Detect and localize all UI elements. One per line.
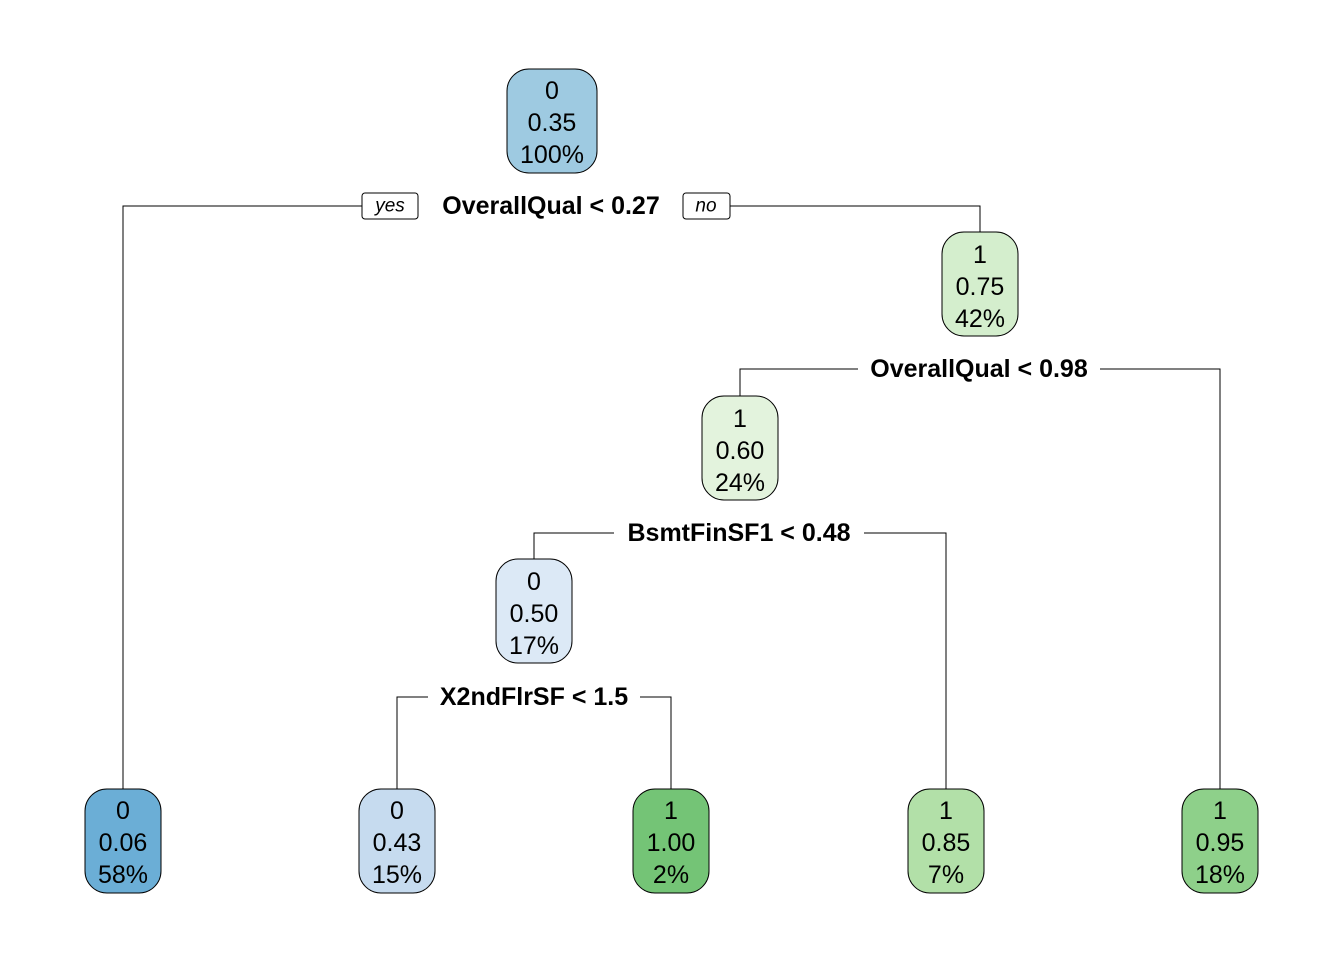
node-class: 1: [733, 405, 747, 433]
node-class: 0: [527, 568, 541, 596]
tree-node-leaf-015: 0 0.43 15%: [358, 788, 436, 894]
node-prob: 0.06: [99, 829, 148, 857]
node-class: 1: [973, 241, 987, 269]
node-pct: 24%: [715, 469, 765, 497]
node-pct: 42%: [955, 305, 1005, 333]
split-label-overallqual-098: OverallQual < 0.98: [870, 355, 1088, 383]
node-prob: 0.85: [922, 829, 971, 857]
svg-text:no: no: [695, 196, 716, 217]
node-pct: 58%: [98, 861, 148, 889]
node-pct: 15%: [372, 861, 422, 889]
tree-node-leaf-002: 1 1.00 2%: [632, 788, 710, 894]
no-label-box: no: [682, 192, 731, 220]
edge-n3-left: [739, 368, 858, 396]
node-pct: 18%: [1195, 861, 1245, 889]
tree-node-024: 1 0.60 24%: [701, 395, 779, 501]
node-prob: 0.35: [528, 109, 577, 137]
tree-node-042: 1 0.75 42%: [941, 231, 1019, 337]
node-prob: 0.50: [510, 600, 559, 628]
edge-root-no: [730, 205, 981, 232]
edge-n3-right: [1100, 368, 1221, 790]
node-pct: 2%: [653, 861, 689, 889]
edge-n6-left: [533, 532, 614, 559]
tree-node-017: 0 0.50 17%: [495, 558, 573, 664]
edge-n12-right: [640, 696, 672, 790]
tree-node-leaf-007: 1 0.85 7%: [907, 788, 985, 894]
node-prob: 0.75: [956, 273, 1005, 301]
node-class: 1: [664, 797, 678, 825]
yes-label-box: yes: [361, 192, 419, 220]
split-label-x2ndflrsf-15: X2ndFlrSF < 1.5: [440, 683, 628, 711]
node-class: 0: [116, 797, 130, 825]
split-label-overallqual-027: OverallQual < 0.27: [442, 192, 660, 220]
svg-text:yes: yes: [373, 196, 405, 217]
node-pct: 17%: [509, 632, 559, 660]
node-prob: 0.60: [716, 437, 765, 465]
node-pct: 100%: [520, 141, 584, 169]
node-prob: 1.00: [647, 829, 696, 857]
node-prob: 0.43: [373, 829, 422, 857]
edge-n12-left: [396, 696, 428, 790]
node-class: 0: [545, 77, 559, 105]
tree-node-root: 0 0.35 100%: [506, 68, 598, 174]
edge-root-yes: [122, 205, 362, 790]
node-class: 1: [939, 797, 953, 825]
node-prob: 0.95: [1196, 829, 1245, 857]
tree-node-leaf-018: 1 0.95 18%: [1181, 788, 1259, 894]
edge-n6-right: [864, 532, 947, 790]
tree-node-leaf-058: 0 0.06 58%: [84, 788, 162, 894]
split-label-bsmtfinsf1-048: BsmtFinSF1 < 0.48: [628, 519, 851, 547]
split-labels: OverallQual < 0.27 OverallQual < 0.98 Bs…: [440, 192, 1088, 711]
node-pct: 7%: [928, 861, 964, 889]
node-class: 1: [1213, 797, 1227, 825]
node-class: 0: [390, 797, 404, 825]
tree-edges: [122, 205, 1221, 790]
